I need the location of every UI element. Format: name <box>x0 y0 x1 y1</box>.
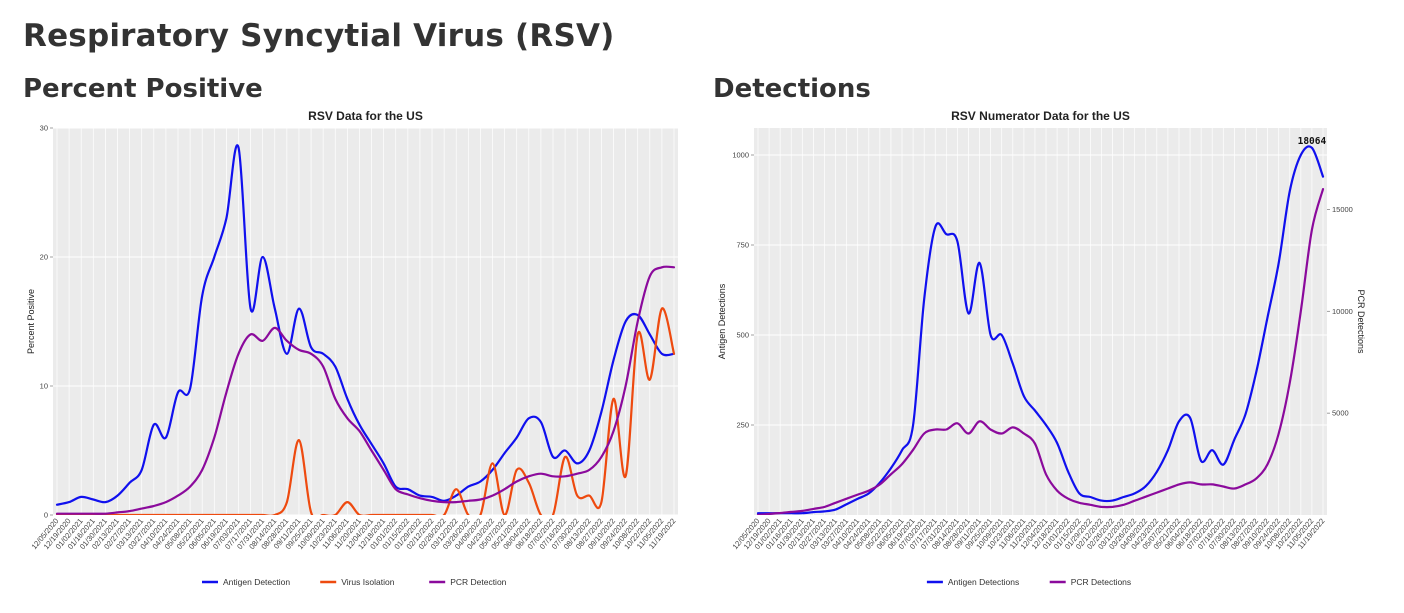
page-title: Respiratory Syncytial Virus (RSV) <box>23 18 615 54</box>
chart-title: RSV Data for the US <box>308 109 423 123</box>
plot-panel <box>53 128 678 515</box>
series-line-pcr-detection <box>55 265 676 515</box>
series-line-virus-isolation <box>55 307 676 515</box>
y-tick-label: 500 <box>736 331 749 340</box>
percent-positive-chart-svg: RSV Data for the US010203012/05/202012/1… <box>26 109 678 587</box>
y-tick-label: 1000 <box>732 151 749 160</box>
y-axis-label: Percent Positive <box>26 289 36 354</box>
legend-label: PCR Detections <box>1071 577 1131 587</box>
legend-label: Virus Isolation <box>341 577 395 587</box>
y-tick-label: 10 <box>40 382 48 391</box>
section-title-detections: Detections <box>713 74 871 104</box>
section-title-percent-positive: Percent Positive <box>23 74 263 104</box>
y2-tick-label: 15000 <box>1332 205 1353 214</box>
y-tick-label: 20 <box>40 253 48 262</box>
y2-tick-label: 5000 <box>1332 409 1349 418</box>
legend-label: PCR Detection <box>450 577 506 587</box>
y-tick-label: 0 <box>44 511 48 520</box>
legend-item-antigen-detection: Antigen Detection <box>202 577 290 587</box>
detections-chart-svg: RSV Numerator Data for the US 250 500 750 10… <box>717 109 1366 587</box>
detections-chart: RSV Numerator Data for the US 250 500 750 10… <box>713 104 1383 604</box>
y-tick-label: 30 <box>40 124 48 133</box>
legend-item-antigen-detections: Antigen Detections <box>926 577 1019 587</box>
legend-item-pcr-detection: PCR Detection <box>429 577 507 587</box>
series-line-antigen-detection <box>55 144 676 506</box>
y2-axis-label: PCR Detections <box>1356 289 1366 354</box>
series-line-pcr-detections <box>756 188 1325 515</box>
peak-value-label: 18064 <box>1298 136 1327 147</box>
y2-tick-label: 10000 <box>1332 307 1353 316</box>
y-axis-label: Antigen Detections <box>717 283 727 359</box>
legend-item-pcr-detections: PCR Detections <box>1049 577 1131 587</box>
percent-positive-chart: RSV Data for the US 0 10 20 30 12/05/2020 12/1… <box>23 104 688 604</box>
chart-title: RSV Numerator Data for the US <box>951 109 1130 123</box>
plot-panel <box>754 128 1327 515</box>
series-line-antigen-detections <box>756 145 1325 515</box>
legend-item-virus-isolation: Virus Isolation <box>320 577 395 587</box>
y-tick-label: 750 <box>736 241 749 250</box>
legend-label: Antigen Detection <box>223 577 290 587</box>
y-tick-label: 250 <box>736 421 749 430</box>
legend-label: Antigen Detections <box>948 577 1019 587</box>
